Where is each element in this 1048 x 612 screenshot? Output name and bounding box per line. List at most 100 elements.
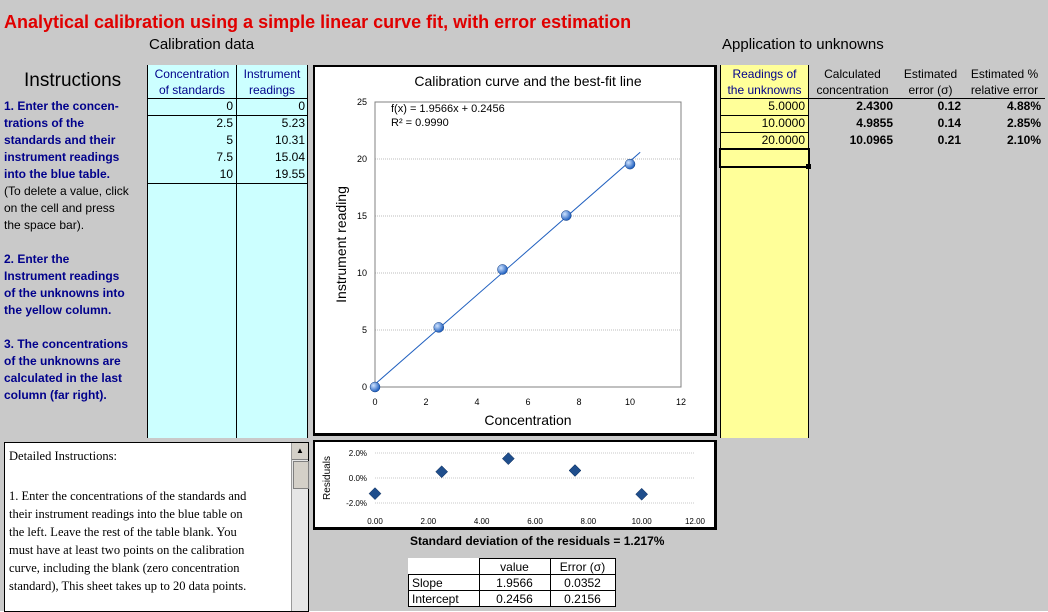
- res-y-tick-label: 2.0%: [349, 449, 367, 458]
- x-tick-label: 8: [576, 397, 581, 407]
- unknowns-col-header: Calculated concentration: [816, 67, 889, 97]
- data-point: [624, 158, 636, 170]
- y-axis-label: Instrument reading: [333, 186, 349, 303]
- conc-cell[interactable]: 5: [226, 133, 233, 147]
- slope-value: 1.9566: [478, 574, 551, 591]
- data-point: [561, 210, 572, 221]
- res-y-axis-label: Residuals: [322, 456, 333, 500]
- res-x-tick-label: 0.00: [367, 517, 383, 526]
- detailed-instruction-line: their instrument readings into the blue …: [9, 507, 243, 521]
- scroll-up-button[interactable]: ▲: [292, 443, 308, 460]
- res-y-tick-label: 0.0%: [349, 474, 367, 483]
- x-tick-label: 10: [625, 397, 635, 407]
- instruction-line: calculated in the last: [4, 371, 123, 385]
- x-tick-label: 12: [676, 397, 686, 407]
- residual-point: [501, 452, 515, 465]
- unknown-result-cell[interactable]: 0.21: [937, 133, 961, 147]
- instruction-line: 1. Enter the concen-: [4, 99, 119, 113]
- unknowns-col-header: Estimated % relative error: [970, 67, 1039, 97]
- detailed-instructions-text: 1. Enter the concentrations of the stand…: [9, 487, 246, 595]
- unknown-result-cell[interactable]: 10.0965: [849, 133, 893, 147]
- calibration-chart-svg: Calibration curve and the best-fit line 0…: [333, 73, 686, 428]
- x-tick-label: 6: [525, 397, 530, 407]
- slope-label: Slope: [408, 574, 480, 591]
- res-x-tick-label: 4.00: [474, 517, 490, 526]
- y-tick-label: 20: [357, 154, 367, 164]
- y-tick-label: 5: [362, 325, 367, 335]
- residual-point: [568, 464, 582, 477]
- detailed-instruction-line: standard), This sheet takes up to 20 dat…: [9, 579, 247, 593]
- unknowns-column-fill[interactable]: [720, 65, 808, 438]
- calibration-chart[interactable]: Calibration curve and the best-fit line 0…: [313, 65, 717, 436]
- residuals-chart-svg: 2.0% 0.0% -2.0%0.00 2.00 4.00 6.00 8.00 10.00 12…: [322, 449, 706, 526]
- residuals-chart[interactable]: 2.0% 0.0% -2.0% 0.00 2.00 4.00 6.00 8.00 10.00 12…: [313, 440, 717, 530]
- instruction-line: 2. Enter the: [4, 252, 70, 266]
- unknown-result-cell[interactable]: 4.88%: [1006, 99, 1041, 113]
- calibration-table-fill[interactable]: [147, 65, 307, 438]
- res-x-tick-label: 2.00: [421, 517, 437, 526]
- unknown-result-cell[interactable]: 2.10%: [1006, 133, 1041, 147]
- plot-area: [374, 101, 682, 388]
- detailed-instructions-box[interactable]: Detailed Instructions: 1. Enter the conc…: [4, 442, 309, 612]
- instruction-line: on the cell and press: [4, 201, 115, 215]
- detailed-instruction-line: must have at least two points on the cal…: [9, 543, 245, 557]
- instruction-line: Instrument readings: [4, 269, 120, 283]
- unknown-result-cell[interactable]: 0.14: [937, 116, 961, 130]
- detailed-instructions-heading: Detailed Instructions:: [9, 449, 117, 463]
- instruction-line: instrument readings: [4, 150, 120, 164]
- calibration-section-label: Calibration data: [149, 36, 255, 53]
- res-x-tick-label: 6.00: [527, 517, 543, 526]
- instruction-line: the space bar).: [4, 218, 85, 232]
- data-point: [497, 264, 508, 275]
- detailed-instruction-line: 1. Enter the concentrations of the stand…: [9, 489, 247, 503]
- application-section-label: Application to unknowns: [722, 36, 884, 53]
- conc-header: Concentration of standards: [154, 67, 230, 97]
- unknown-reading-cell[interactable]: 10.0000: [761, 116, 805, 130]
- unknowns-col-header: Readings of the unknowns: [727, 67, 802, 97]
- instruction-line: 3. The concentrations: [4, 337, 129, 351]
- fit-line: [374, 151, 641, 385]
- unknown-result-cell[interactable]: 4.9855: [856, 116, 893, 130]
- instruction-line: column (far right).: [4, 388, 107, 402]
- reading-cell[interactable]: 5.23: [281, 116, 305, 130]
- res-x-tick-label: 10.00: [632, 517, 653, 526]
- reading-cell[interactable]: 10.31: [274, 133, 305, 147]
- unknown-reading-cell[interactable]: 20.0000: [761, 133, 805, 147]
- y-tick-label: 10: [357, 268, 367, 278]
- instruction-line: of the unknowns into: [4, 286, 125, 300]
- chart-title: Calibration curve and the best-fit line: [414, 73, 641, 89]
- detailed-instruction-line: curve, including the blank (zero concent…: [9, 561, 240, 575]
- conc-cell[interactable]: 10: [219, 167, 233, 181]
- y-tick-label: 0: [362, 382, 367, 392]
- conc-cell[interactable]: 7.5: [216, 150, 233, 164]
- unknowns-col-header: Estimated error (σ): [903, 67, 958, 97]
- instruction-line: (To delete a value, click: [4, 184, 129, 198]
- instruction-line: trations of the: [4, 116, 84, 130]
- textbox-scrollbar[interactable]: ▲: [291, 443, 309, 611]
- unknown-reading-cell[interactable]: 5.0000: [768, 99, 805, 113]
- instruction-line: into the blue table.: [4, 167, 111, 181]
- r-squared: R² = 0.9990: [391, 117, 449, 129]
- intercept-value: 0.2456: [478, 590, 551, 607]
- res-x-tick-label: 12.00: [685, 517, 706, 526]
- res-y-tick-label: -2.0%: [346, 499, 367, 508]
- reading-cell[interactable]: 0: [298, 99, 305, 113]
- unknown-result-cell[interactable]: 2.85%: [1006, 116, 1041, 130]
- instructions-heading: Instructions: [24, 70, 122, 91]
- residual-point: [635, 487, 649, 501]
- fit-equation: f(x) = 1.9566x + 0.2456: [391, 103, 505, 115]
- intercept-label: Intercept: [408, 590, 480, 607]
- scroll-thumb[interactable]: [293, 461, 309, 489]
- x-tick-label: 4: [474, 397, 479, 407]
- reading-cell[interactable]: 19.55: [274, 167, 305, 181]
- res-x-tick-label: 8.00: [581, 517, 597, 526]
- conc-cell[interactable]: 2.5: [216, 116, 233, 130]
- conc-cell[interactable]: 0: [226, 99, 233, 113]
- residual-sd-text: Standard deviation of the residuals = 1.…: [410, 534, 665, 548]
- residual-point: [368, 487, 382, 500]
- active-cell-selection[interactable]: [719, 148, 810, 168]
- y-tick-label: 15: [357, 211, 367, 221]
- unknown-result-cell[interactable]: 0.12: [937, 99, 961, 113]
- unknown-result-cell[interactable]: 2.4300: [856, 99, 893, 113]
- reading-cell[interactable]: 15.04: [274, 150, 305, 164]
